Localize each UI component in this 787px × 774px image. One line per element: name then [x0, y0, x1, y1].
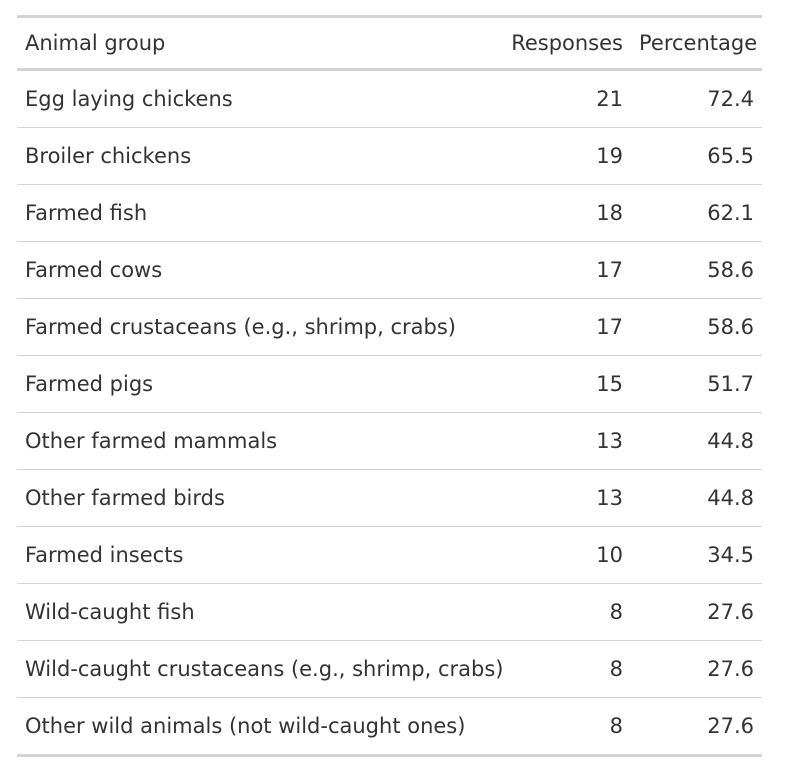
cell-responses: 13 [503, 412, 631, 470]
cell-percentage: 51.7 [631, 355, 762, 413]
header-row: Animal group Responses Percentage [17, 16, 762, 71]
table-row: Farmed cows 17 58.6 [17, 241, 762, 299]
table-row: Egg laying chickens 21 72.4 [17, 69, 762, 128]
column-header-animal-group: Animal group [17, 16, 503, 71]
cell-animal-group: Other farmed mammals [17, 412, 503, 470]
cell-responses: 18 [503, 184, 631, 242]
table-row: Other wild animals (not wild-caught ones… [17, 698, 762, 756]
table-row: Other farmed mammals 13 44.8 [17, 412, 762, 470]
cell-animal-group: Farmed pigs [17, 355, 503, 413]
cell-responses: 17 [503, 241, 631, 299]
table-row: Wild-caught fish 8 27.6 [17, 583, 762, 641]
column-header-responses: Responses [503, 16, 631, 71]
table-row: Other farmed birds 13 44.8 [17, 469, 762, 527]
table-header: Animal group Responses Percentage [17, 16, 762, 71]
cell-responses: 8 [609, 714, 623, 738]
cell-responses: 8 [503, 583, 631, 641]
cell-percentage: 62.1 [631, 184, 762, 242]
cell-animal-group: Farmed insects [17, 526, 503, 584]
cell-percentage: 27.6 [631, 583, 762, 641]
table-row: Wild-caught crustaceans (e.g., shrimp, c… [17, 640, 762, 698]
table-row: Farmed insects 10 34.5 [17, 526, 762, 584]
cell-responses: 10 [503, 526, 631, 584]
table-row: Farmed crustaceans (e.g., shrimp, crabs)… [17, 298, 762, 356]
cell-percentage: 34.5 [631, 526, 762, 584]
cell-animal-group: Farmed fish [17, 184, 503, 242]
cell-responses: 21 [503, 69, 631, 128]
column-header-percentage: Percentage [631, 16, 762, 71]
cell-animal-group: Other farmed birds [17, 469, 503, 527]
cell-responses: 17 [503, 298, 631, 356]
cell-animal-group: Farmed crustaceans (e.g., shrimp, crabs) [17, 298, 503, 356]
cell-animal-group: Broiler chickens [17, 127, 503, 185]
cell-percentage: 72.4 [631, 69, 762, 128]
animal-group-table: Animal group Responses Percentage Egg la… [17, 15, 762, 757]
cell-responses: 19 [503, 127, 631, 185]
table-container: Animal group Responses Percentage Egg la… [17, 15, 762, 757]
table-row: Farmed fish 18 62.1 [17, 184, 762, 242]
cell-responses: 8 [503, 640, 631, 698]
cell-responses: 15 [503, 355, 631, 413]
table-row: Farmed pigs 15 51.7 [17, 355, 762, 413]
cell-animal-group: Wild-caught crustaceans (e.g., shrimp, c… [17, 640, 503, 698]
cell-percentage: 27.6 [707, 714, 754, 738]
cell-percentage: 65.5 [631, 127, 762, 185]
cell-percentage: 58.6 [631, 298, 762, 356]
cell-responses: 13 [503, 469, 631, 527]
cell-animal-group: Egg laying chickens [17, 69, 503, 128]
cell-percentage: 44.8 [631, 469, 762, 527]
cell-percentage: 58.6 [631, 241, 762, 299]
table-row: Broiler chickens 19 65.5 [17, 127, 762, 185]
cell-animal-group: Farmed cows [17, 241, 503, 299]
cell-percentage: 44.8 [631, 412, 762, 470]
cell-animal-group: Other wild animals (not wild-caught ones… [25, 714, 466, 738]
cell-percentage: 27.6 [631, 640, 762, 698]
cell-animal-group: Wild-caught fish [17, 583, 503, 641]
table-body: Egg laying chickens 21 72.4 Broiler chicken… [17, 69, 762, 756]
